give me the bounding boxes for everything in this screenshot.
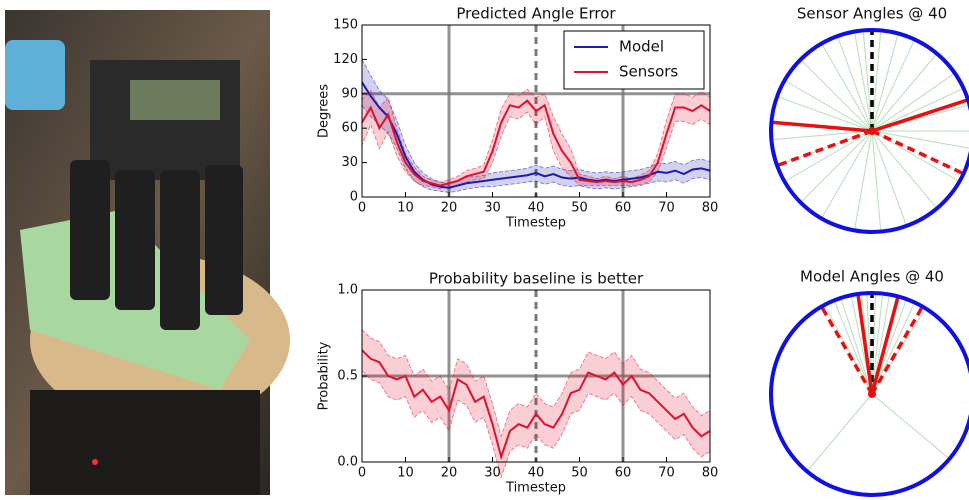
- series-line: [361, 349, 711, 461]
- ray: [871, 130, 882, 232]
- ray: [871, 33, 899, 132]
- x-tick-label: 40: [528, 201, 545, 216]
- ray: [833, 300, 873, 395]
- dashed-angle: [819, 305, 874, 395]
- x-axis-label: Timestep: [505, 216, 566, 231]
- ray: [836, 35, 873, 132]
- y-tick-label: 120: [333, 52, 358, 67]
- ray: [871, 393, 950, 460]
- boundary: [769, 28, 969, 234]
- x-tick-label: 50: [571, 201, 588, 216]
- angle-line: [771, 120, 873, 133]
- x-tick-label: 20: [441, 466, 458, 481]
- y-axis-label: Degrees: [317, 84, 332, 138]
- chart-title: Predicted Angle Error: [456, 5, 616, 23]
- ray: [800, 59, 873, 132]
- ray: [821, 130, 873, 219]
- x-tick-label: 80: [702, 201, 719, 216]
- x-tick-label: 30: [484, 466, 501, 481]
- origin: [868, 390, 876, 398]
- ray: [840, 297, 873, 395]
- ray: [771, 130, 873, 141]
- ray: [871, 130, 969, 149]
- angle-line: [856, 293, 874, 395]
- series-line: [361, 81, 711, 189]
- dashed-angle: [871, 129, 965, 176]
- ray: [784, 80, 873, 132]
- y-axis-label: Probability: [317, 341, 332, 410]
- legend-label: Sensors: [619, 63, 678, 81]
- ray: [784, 130, 873, 182]
- ray: [871, 53, 938, 132]
- y-tick-label: 30: [341, 155, 358, 170]
- x-tick-label: 70: [658, 466, 675, 481]
- origin: [868, 127, 876, 135]
- x-tick-label: 40: [528, 466, 545, 481]
- x-axis-label: Timestep: [505, 481, 566, 496]
- ray: [821, 43, 873, 132]
- x-tick-label: 30: [484, 201, 501, 216]
- ray: [871, 130, 938, 209]
- angle-line: [870, 295, 900, 395]
- x-tick-label: 50: [571, 466, 588, 481]
- ray: [871, 39, 916, 132]
- x-tick-label: 70: [658, 201, 675, 216]
- x-tick-label: 20: [441, 201, 458, 216]
- x-tick-label: 10: [397, 466, 414, 481]
- y-tick-label: 0: [350, 190, 358, 205]
- legend: [563, 30, 705, 90]
- dashed-angle: [870, 305, 925, 395]
- chart-title: Probability baseline is better: [429, 270, 644, 288]
- ray: [871, 130, 908, 227]
- ray: [800, 130, 873, 203]
- ray: [853, 31, 873, 132]
- ray: [806, 393, 873, 472]
- chart-title: Model Angles @ 40: [800, 268, 944, 286]
- y-tick-label: 90: [341, 86, 358, 101]
- ray: [871, 87, 964, 132]
- angle-line: [871, 98, 969, 133]
- x-tick-label: 0: [358, 201, 366, 216]
- x-tick-label: 60: [615, 201, 632, 216]
- legend-label: Model: [619, 38, 664, 56]
- error-band: [361, 328, 711, 479]
- ray: [871, 293, 884, 395]
- y-tick-label: 0.0: [337, 455, 358, 470]
- y-tick-label: 150: [333, 18, 358, 33]
- chart-title: Sensor Angles @ 40: [797, 5, 947, 23]
- x-tick-label: 10: [397, 201, 414, 216]
- ray: [776, 95, 873, 132]
- x-tick-label: 80: [702, 466, 719, 481]
- x-tick-label: 0: [358, 466, 366, 481]
- y-tick-label: 1.0: [337, 283, 358, 298]
- ray: [853, 130, 873, 231]
- dashed-angle: [776, 129, 873, 168]
- y-tick-label: 0.5: [337, 369, 358, 384]
- ray: [871, 72, 956, 132]
- boundary: [769, 291, 969, 497]
- y-tick-label: 60: [341, 121, 358, 136]
- series-line: [361, 99, 711, 187]
- x-tick-label: 60: [615, 466, 632, 481]
- photo: [5, 10, 290, 495]
